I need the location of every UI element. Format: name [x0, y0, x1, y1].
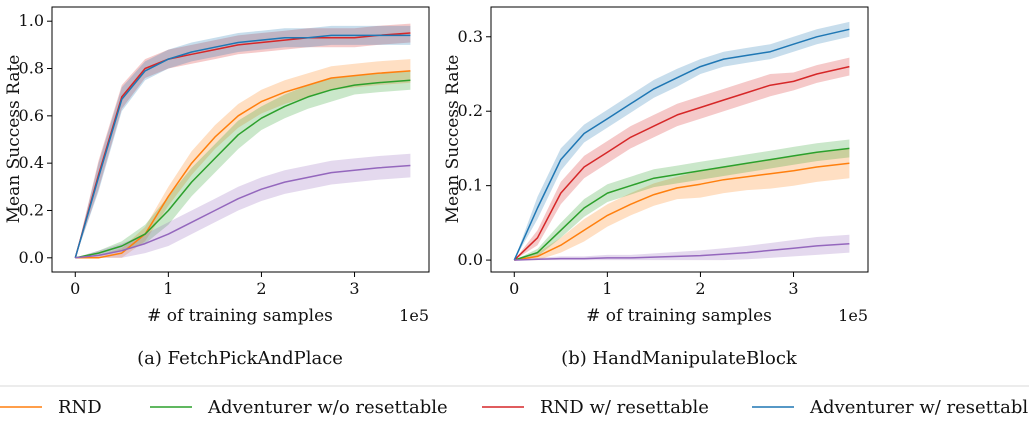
- tick-layer: 0 1 2 3 0.0 0.1 0.2 0.3: [458, 27, 799, 298]
- legend: RND Adventurer w/o resettable RND w/ res…: [0, 385, 1029, 418]
- band-rnd-w-resettable: [514, 57, 850, 261]
- tick-layer: 0 1 2 3 0.0 0.2 0.4 0.6 0.8 1.0: [19, 11, 360, 298]
- y-tick-label: 0.1: [458, 176, 483, 195]
- x-axis-label: # of training samples: [147, 306, 333, 326]
- axes-frame: [51, 6, 430, 273]
- legend-label: RND: [58, 397, 102, 418]
- plot-layer: [513, 21, 850, 261]
- series-line-rnd: [75, 70, 411, 259]
- panel-caption: (a) FetchPickAndPlace: [137, 348, 343, 369]
- x-tick-label: 2: [256, 279, 266, 298]
- legend-label: Adventurer w/o resettable: [207, 397, 448, 418]
- x-tick-label: 1: [602, 279, 612, 298]
- legend-label: Adventurer w/ resettable: [809, 397, 1029, 418]
- legend-label: RND w/ resettable: [540, 397, 709, 418]
- y-tick-label: 0.0: [19, 248, 44, 267]
- band-adventurer-w-resettable: [514, 21, 850, 261]
- legend-entry-adventurer-wo-resettable: Adventurer w/o resettable: [150, 397, 448, 418]
- series-line-rnd: [514, 162, 850, 261]
- legend-entry-rnd: RND: [0, 397, 102, 418]
- y-tick-label: 0.4: [19, 153, 44, 172]
- x-tick-label: 0: [70, 279, 80, 298]
- x-tick-label: 1: [163, 279, 173, 298]
- band-rnd: [514, 148, 850, 261]
- panel-caption: (b) HandManipulateBlock: [561, 348, 798, 369]
- x-multiplier: 1e5: [838, 306, 868, 325]
- x-multiplier: 1e5: [399, 306, 429, 325]
- series-line-adventurer-w-o-resettable: [514, 147, 850, 261]
- series-line-rnd-w-resettable: [513, 65, 850, 261]
- x-tick-label: 2: [695, 279, 705, 298]
- x-tick-label: 3: [349, 279, 359, 298]
- y-tick-label: 0.2: [458, 101, 483, 120]
- x-tick-label: 3: [788, 279, 798, 298]
- y-tick-label: 0.3: [458, 27, 483, 46]
- series-line-adventurer-w-resettable: [513, 28, 850, 261]
- plot-layer: [74, 23, 411, 259]
- legend-entry-adventurer-w-resettable: Adventurer w/ resettable: [752, 397, 1029, 418]
- y-tick-label: 1.0: [19, 11, 44, 30]
- x-axis-label: # of training samples: [586, 306, 772, 326]
- series-line-purple: [75, 164, 411, 259]
- band-rnd: [75, 59, 411, 258]
- band-adventurer-w-o-resettable: [514, 139, 850, 261]
- series-line-adventurer-w-resettable: [74, 34, 411, 259]
- y-axis-label: Mean Success Rate: [4, 55, 24, 224]
- y-tick-label: 0.6: [19, 106, 44, 125]
- band-purple: [514, 234, 850, 261]
- panel-fetch-pick-and-place: 0 1 2 3 0.0 0.2 0.4 0.6 0.8 1.0 Mean Success Rate…: [4, 6, 430, 369]
- series-line-rnd-w-resettable: [74, 32, 411, 259]
- y-tick-label: 0.2: [19, 200, 44, 219]
- series-line-adventurer-w-o-resettable: [75, 79, 411, 259]
- series-line-purple: [514, 242, 850, 261]
- x-tick-label: 0: [509, 279, 519, 298]
- band-purple: [75, 153, 411, 258]
- y-tick-label: 0.8: [19, 59, 44, 78]
- axes-frame: [490, 6, 869, 273]
- legend-entry-rnd-w-resettable: RND w/ resettable: [482, 397, 709, 418]
- y-tick-label: 0.0: [458, 250, 483, 269]
- y-axis-label: Mean Success Rate: [443, 55, 463, 224]
- panel-hand-manipulate-block: 0 1 2 3 0.0 0.1 0.2 0.3 Mean Success Rate # of …: [443, 6, 869, 369]
